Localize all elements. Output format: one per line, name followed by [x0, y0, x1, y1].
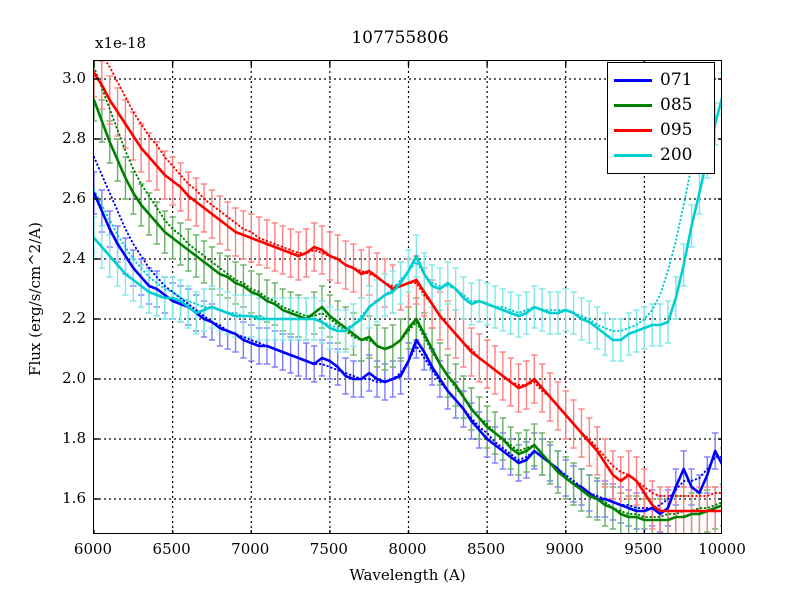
tick-marks: [94, 61, 721, 533]
series-line-200: [94, 96, 721, 342]
x-axis-tick-labels: 6000 6500 7000 7500 8000 8500 9000 9500 10000: [0, 540, 800, 564]
legend-swatch-095: [614, 129, 652, 132]
legend-swatch-200: [614, 154, 652, 157]
y-tick-label: 2.8: [62, 129, 86, 147]
y-tick-label: 2.6: [62, 189, 86, 207]
x-tick-label: 8500: [467, 540, 506, 558]
x-tick-label: 6500: [152, 540, 191, 558]
legend-item-095[interactable]: 095: [614, 118, 708, 143]
x-tick-label: 7000: [231, 540, 270, 558]
page-title: 107755806: [351, 28, 449, 48]
series-line-085-model: [94, 66, 721, 518]
legend-swatch-085: [614, 104, 652, 107]
x-tick-label: 10000: [698, 540, 746, 558]
x-tick-label: 9000: [545, 540, 584, 558]
y-tick-label: 3.0: [62, 69, 86, 87]
legend-swatch-071: [614, 79, 652, 82]
x-tick-label: 7500: [309, 540, 348, 558]
legend-label: 200: [660, 145, 693, 165]
series-line-071: [94, 191, 721, 516]
legend-item-071[interactable]: 071: [614, 68, 708, 93]
x-axis-label: Wavelength (A): [349, 566, 466, 584]
series-line-095-model: [104, 61, 721, 497]
y-tick-label: 2.0: [62, 369, 86, 387]
series-line-095: [94, 71, 721, 513]
y-tick-label: 1.8: [62, 429, 86, 447]
legend: 071 085 095 200: [607, 62, 715, 174]
plot-canvas: [94, 61, 721, 533]
legend-label: 095: [660, 120, 693, 140]
y-tick-label: 2.2: [62, 309, 86, 327]
y-tick-label: 2.4: [62, 249, 86, 267]
y-axis-label: Flux (erg/s/cm^2/A): [26, 222, 44, 376]
series-line-200-model: [94, 61, 714, 332]
y-tick-label: 1.6: [62, 489, 86, 507]
x-tick-label: 9500: [624, 540, 663, 558]
y-axis-tick-labels: 1.6 1.8 2.0 2.2 2.4 2.6 2.8 3.0: [0, 0, 86, 600]
x-tick-label: 8000: [388, 540, 427, 558]
series-line-085: [94, 98, 721, 522]
legend-label: 085: [660, 95, 693, 115]
legend-item-085[interactable]: 085: [614, 93, 708, 118]
y-axis-offset-text: x1e-18: [95, 34, 147, 52]
legend-label: 071: [660, 70, 693, 90]
x-tick-label: 6000: [73, 540, 113, 558]
legend-item-200[interactable]: 200: [614, 143, 708, 168]
